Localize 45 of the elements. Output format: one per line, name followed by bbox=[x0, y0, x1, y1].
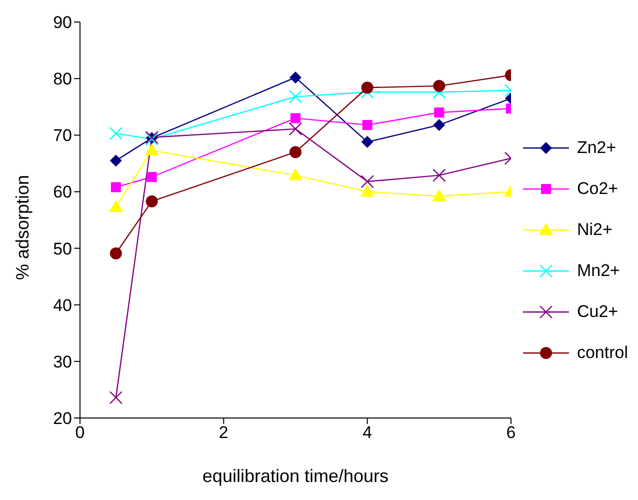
point bbox=[289, 146, 302, 158]
legend-label: Zn2+ bbox=[576, 138, 616, 158]
x-tick-label: 4 bbox=[362, 423, 372, 442]
point bbox=[288, 168, 302, 180]
legend-label: control bbox=[576, 342, 628, 362]
x-tick-label: 0 bbox=[75, 423, 85, 442]
y-tick-label: 60 bbox=[53, 182, 72, 202]
point bbox=[288, 90, 302, 104]
point bbox=[109, 391, 123, 404]
point bbox=[360, 174, 374, 188]
y-tick-label: 70 bbox=[53, 126, 72, 146]
point bbox=[432, 189, 446, 202]
point bbox=[288, 122, 302, 136]
point bbox=[290, 113, 300, 124]
point bbox=[432, 168, 446, 182]
legend-label: Ni2+ bbox=[576, 220, 612, 240]
y-tick-label: 90 bbox=[53, 13, 72, 32]
point bbox=[360, 184, 374, 197]
legend-label: Co2+ bbox=[576, 178, 618, 198]
y-tick-label: 80 bbox=[53, 70, 72, 89]
y-tick-label: 40 bbox=[53, 296, 72, 315]
point bbox=[289, 71, 302, 84]
y-tick-label: 30 bbox=[53, 352, 72, 372]
point bbox=[361, 82, 374, 94]
legend-label: Mn2+ bbox=[576, 260, 620, 280]
point bbox=[110, 154, 122, 167]
point bbox=[146, 195, 158, 208]
point bbox=[362, 120, 372, 130]
x-axis-title: equilibration time/hours bbox=[202, 466, 389, 486]
y-tick-label: 50 bbox=[53, 239, 72, 258]
point bbox=[108, 200, 123, 212]
point bbox=[433, 80, 446, 92]
point bbox=[144, 143, 159, 156]
x-tick-label: 2 bbox=[218, 423, 228, 442]
legend-label: Cu2+ bbox=[576, 302, 618, 322]
y-tick-label: 20 bbox=[53, 409, 72, 428]
point bbox=[109, 126, 123, 140]
point bbox=[110, 182, 121, 192]
point bbox=[361, 136, 374, 148]
y-axis-title: % adsorption bbox=[12, 174, 32, 280]
point bbox=[434, 108, 444, 118]
point bbox=[110, 247, 122, 260]
point bbox=[433, 118, 446, 131]
point bbox=[146, 172, 157, 182]
x-tick-label: 6 bbox=[506, 423, 516, 442]
